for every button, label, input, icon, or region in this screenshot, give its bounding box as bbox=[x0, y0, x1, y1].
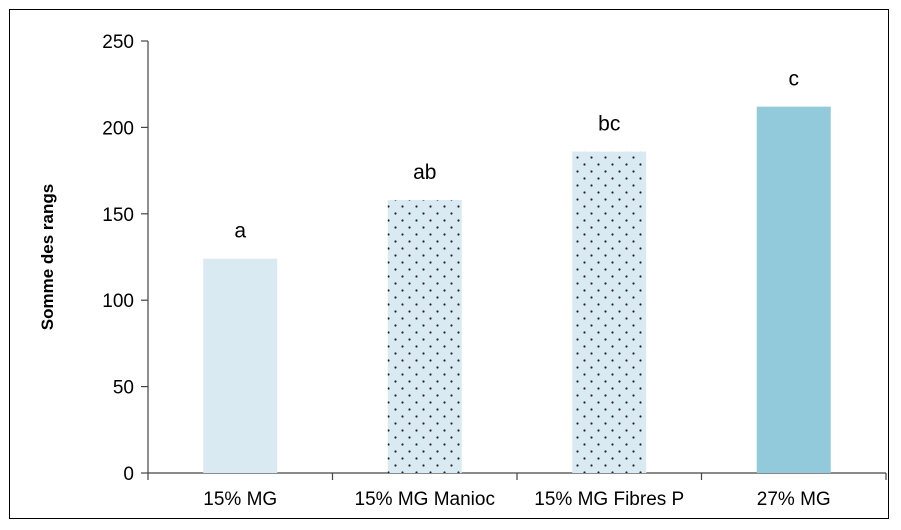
x-tick-label: 27% MG bbox=[757, 489, 831, 510]
x-tick-label: 15% MG bbox=[203, 489, 277, 510]
bar bbox=[387, 199, 462, 473]
x-tick-label: 15% MG Manioc bbox=[355, 489, 495, 510]
y-axis-title: Somme des rangs bbox=[38, 184, 57, 330]
bar bbox=[203, 258, 278, 473]
x-axis: 15% MG 15% MG Manioc 15% MG Fibres P 27% MG bbox=[147, 472, 887, 510]
y-tick-label: 50 bbox=[113, 378, 134, 399]
y-tick-label: 0 bbox=[123, 464, 134, 485]
data-label: ab bbox=[413, 161, 436, 184]
data-label: c bbox=[789, 68, 800, 91]
y-tick-label: 150 bbox=[102, 205, 134, 226]
bars bbox=[203, 106, 831, 474]
bar bbox=[572, 151, 647, 474]
y-tick-label: 250 bbox=[102, 32, 134, 53]
y-tick-label: 200 bbox=[102, 118, 134, 139]
data-label: a bbox=[234, 220, 246, 243]
y-tick-label: 100 bbox=[102, 291, 134, 312]
data-label: bc bbox=[598, 113, 620, 136]
x-tick-label: 15% MG Fibres P bbox=[534, 489, 684, 510]
data-labels: a ab bc c bbox=[234, 68, 799, 243]
y-axis: 0 50 100 150 200 250 bbox=[102, 32, 149, 485]
bar bbox=[756, 106, 831, 473]
